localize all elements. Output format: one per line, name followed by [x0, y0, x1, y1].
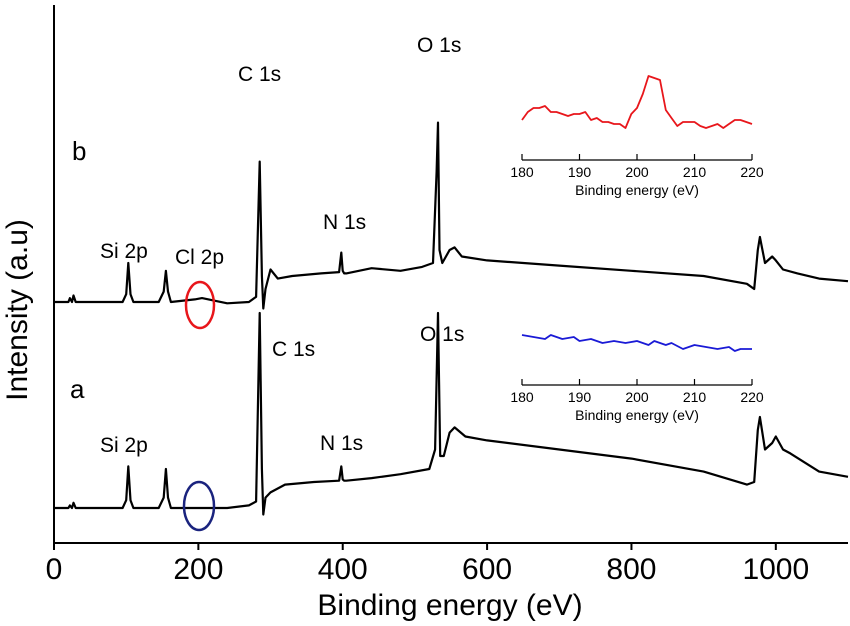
- peak-label-a: C 1s: [272, 338, 315, 361]
- x-tick-label: 800: [606, 553, 656, 586]
- inset-x-tick-label: 200: [625, 164, 649, 180]
- inset-x-tick-label: 180: [510, 389, 534, 405]
- inset-x-tick-label: 180: [510, 164, 534, 180]
- x-axis-title: Binding energy (eV): [317, 589, 582, 622]
- series-label-a: a: [70, 374, 85, 404]
- peak-label-b: C 1s: [238, 63, 281, 86]
- spectra-curves: [54, 121, 849, 516]
- inset-plot-b: 180 190 200 210 220 Binding energy (eV): [510, 75, 764, 198]
- inset-x-axis-title: Binding energy (eV): [575, 182, 699, 198]
- inset-spectrum-line-b: [521, 75, 753, 129]
- peak-label-a: N 1s: [320, 432, 363, 455]
- peak-label-b: N 1s: [323, 211, 366, 234]
- peak-label-a: Si 2p: [100, 434, 148, 457]
- inset-x-axis-title: Binding energy (eV): [575, 407, 699, 423]
- inset-x-tick-label: 210: [683, 164, 707, 180]
- spectrum-line-a: [54, 311, 849, 516]
- inset-x-tick-label: 200: [625, 389, 649, 405]
- peak-label-a: O 1s: [420, 323, 464, 346]
- x-axis-ticks: 0 200 400 600 800 1000: [46, 543, 809, 586]
- inset-x-tick-label: 220: [740, 164, 764, 180]
- peak-label-b: Si 2p: [100, 240, 148, 263]
- x-tick-label: 1000: [742, 553, 809, 586]
- x-tick-label: 200: [173, 553, 223, 586]
- cl-region-ellipse-a: [182, 480, 216, 532]
- y-axis-title: Intensity (a.u): [1, 219, 34, 401]
- x-tick-label: 0: [46, 553, 63, 586]
- main-plot: 0 200 400 600 800 1000 Si 2p Cl 2p C 1s N 1s O 1s…: [1, 5, 849, 622]
- peak-label-b: Cl 2p: [175, 246, 224, 269]
- inset-plot-a: 180 190 200 210 220 Binding energy (eV): [510, 334, 764, 423]
- spectrum-line-b: [54, 121, 849, 310]
- inset-spectrum-line-a: [521, 334, 752, 352]
- peak-label-b: O 1s: [417, 34, 461, 57]
- inset-x-tick-label: 210: [683, 389, 707, 405]
- x-tick-label: 600: [462, 553, 512, 586]
- series-label-b: b: [72, 136, 86, 166]
- inset-x-tick-label: 190: [568, 164, 592, 180]
- cl-region-ellipse-b: [184, 280, 216, 330]
- inset-x-tick-label: 220: [740, 389, 764, 405]
- x-tick-label: 400: [318, 553, 368, 586]
- peak-labels: Si 2p Cl 2p C 1s N 1s O 1s Si 2p C 1s N 1s O 1s: [100, 34, 464, 457]
- inset-x-tick-label: 190: [568, 389, 592, 405]
